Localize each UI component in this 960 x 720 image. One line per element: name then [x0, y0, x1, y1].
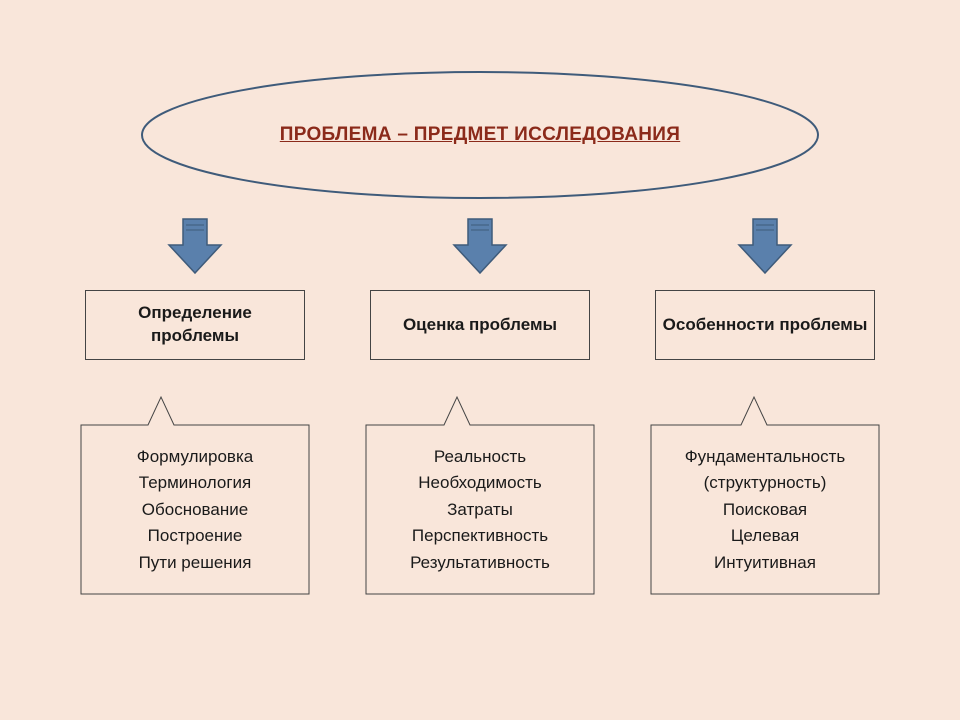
heading-text-3: Особенности проблемы: [663, 314, 868, 337]
list-item: Формулировка: [137, 444, 253, 470]
arrow-1: [165, 215, 225, 275]
callout-1: Формулировка Терминология Обоснование По…: [80, 395, 310, 595]
list-item: Необходимость: [418, 470, 541, 496]
list-item: (структурность): [704, 470, 827, 496]
arrow-2: [450, 215, 510, 275]
heading-text-2: Оценка проблемы: [403, 314, 557, 337]
heading-box-2: Оценка проблемы: [370, 290, 590, 360]
callout-items-1: Формулировка Терминология Обоснование По…: [80, 425, 310, 595]
list-item: Пути решения: [139, 550, 252, 576]
list-item: Результативность: [410, 550, 550, 576]
diagram-title: ПРОБЛЕМА – ПРЕДМЕТ ИССЛЕДОВАНИЯ: [140, 70, 820, 200]
callout-2: Реальность Необходимость Затраты Перспек…: [365, 395, 595, 595]
heading-box-1: Определение проблемы: [85, 290, 305, 360]
heading-text-1: Определение проблемы: [92, 302, 298, 348]
list-item: Фундаментальность: [685, 444, 846, 470]
list-item: Построение: [148, 523, 243, 549]
callout-3: Фундаментальность (структурность) Поиско…: [650, 395, 880, 595]
list-item: Перспективность: [412, 523, 548, 549]
title-ellipse: ПРОБЛЕМА – ПРЕДМЕТ ИССЛЕДОВАНИЯ: [140, 70, 820, 200]
list-item: Терминология: [139, 470, 251, 496]
list-item: Целевая: [731, 523, 799, 549]
callout-items-2: Реальность Необходимость Затраты Перспек…: [365, 425, 595, 595]
list-item: Поисковая: [723, 497, 807, 523]
list-item: Затраты: [447, 497, 513, 523]
callout-items-3: Фундаментальность (структурность) Поиско…: [650, 425, 880, 595]
heading-box-3: Особенности проблемы: [655, 290, 875, 360]
list-item: Обоснование: [142, 497, 248, 523]
arrow-3: [735, 215, 795, 275]
list-item: Интуитивная: [714, 550, 816, 576]
list-item: Реальность: [434, 444, 526, 470]
